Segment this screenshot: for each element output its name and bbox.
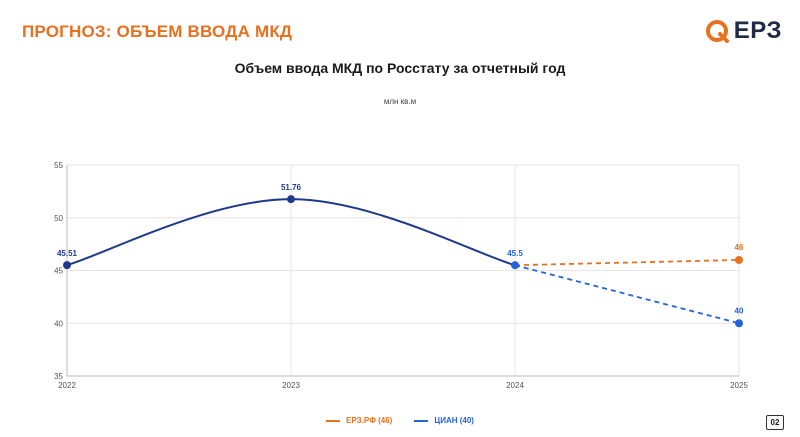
y-tick-label: 35 (54, 372, 63, 381)
legend-item: ЦИАН (40) (414, 416, 474, 425)
legend-swatch (414, 419, 429, 422)
data-label: 40 (735, 306, 744, 315)
data-point (735, 319, 743, 328)
x-tick-label: 2025 (730, 381, 748, 390)
logo-mark-icon (705, 20, 729, 43)
data-label: 45.5 (507, 249, 523, 258)
data-label: 51.76 (281, 183, 302, 192)
forecast-series-line (514, 264, 740, 325)
page-number: 02 (766, 415, 784, 430)
data-point (287, 195, 295, 204)
y-tick-label: 45 (54, 267, 63, 276)
x-tick-label: 2024 (506, 381, 524, 390)
logo: ЕРЗ (704, 16, 782, 46)
data-point (511, 261, 519, 270)
data-label: 46 (735, 243, 744, 252)
x-tick-label: 2023 (282, 381, 300, 390)
chart-unit: млн кв.м (383, 97, 417, 106)
data-point (63, 261, 71, 270)
forecast-series-line (514, 259, 740, 267)
y-tick-label: 55 (54, 161, 63, 170)
data-point (735, 255, 743, 264)
logo-text: ЕРЗ (733, 17, 782, 44)
legend-label: ЕРЗ.РФ (46) (346, 416, 393, 425)
data-label: 45.51 (57, 249, 78, 258)
x-tick-label: 2022 (58, 381, 76, 390)
legend-label: ЦИАН (40) (434, 416, 474, 425)
y-tick-label: 40 (54, 319, 63, 328)
y-tick-label: 50 (54, 214, 63, 223)
legend-item: ЕРЗ.РФ (46) (326, 416, 392, 425)
slide-title: ПРОГНОЗ: ОБЪЕМ ВВОДА МКД (22, 22, 293, 41)
chart-legend: ЕРЗ.РФ (46) ЦИАН (40) (0, 416, 800, 425)
legend-swatch (326, 419, 341, 422)
chart-title: Объем ввода МКД по Росстату за отчетный … (234, 60, 566, 76)
